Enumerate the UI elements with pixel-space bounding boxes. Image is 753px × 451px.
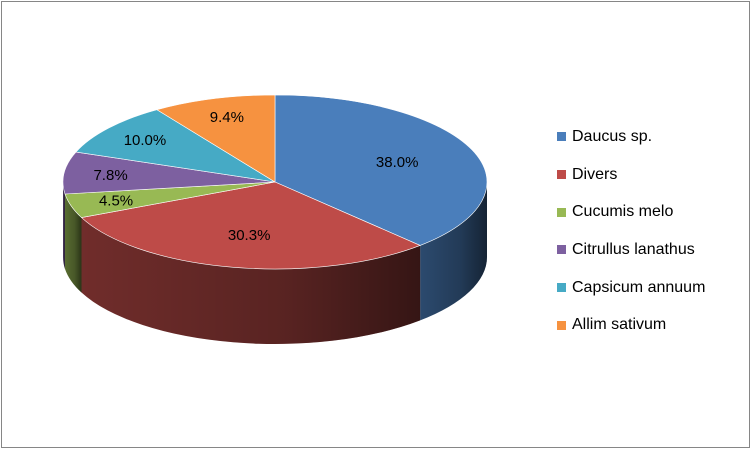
legend-label: Daucus sp.: [572, 127, 653, 145]
pie-slice: [75, 109, 276, 183]
legend-swatch: [557, 283, 566, 293]
data-label: 9.4%: [210, 109, 244, 126]
data-label: 10.0%: [124, 132, 167, 149]
pie-slice: [274, 94, 488, 246]
legend-item: Daucus sp.: [557, 118, 705, 156]
pie-slice: [156, 94, 276, 183]
legend-label: Cucumis melo: [572, 203, 674, 221]
legend-label: Citrullus lanathus: [572, 240, 695, 258]
pie-slice: [62, 151, 276, 195]
legend-label: Divers: [572, 165, 618, 183]
data-label: 7.8%: [93, 167, 127, 184]
data-label: 38.0%: [376, 154, 419, 171]
legend-item: Divers: [557, 156, 705, 194]
legend-label: Allim sativum: [572, 316, 667, 334]
legend-swatch: [557, 245, 566, 255]
legend-item: Allim sativum: [557, 306, 705, 344]
legend-swatch: [557, 132, 566, 142]
legend-swatch: [557, 170, 566, 180]
pie-side-shade: [65, 193, 82, 293]
pie-slice: [80, 181, 421, 270]
pie-side-shade: [63, 182, 66, 269]
legend-item: Cucumis melo: [557, 193, 705, 231]
legend: Daucus sp. Divers Cucumis melo Citrullus…: [557, 118, 705, 344]
legend-item: Capsicum annuum: [557, 269, 705, 307]
legend-swatch: [557, 207, 566, 217]
legend-item: Citrullus lanathus: [557, 231, 705, 269]
pie-side-shade: [420, 182, 487, 321]
legend-label: Capsicum annuum: [572, 278, 706, 296]
data-label: 30.3%: [228, 227, 271, 244]
data-label: 4.5%: [99, 193, 133, 210]
legend-swatch: [557, 320, 566, 330]
pie-side-shade: [81, 217, 421, 345]
